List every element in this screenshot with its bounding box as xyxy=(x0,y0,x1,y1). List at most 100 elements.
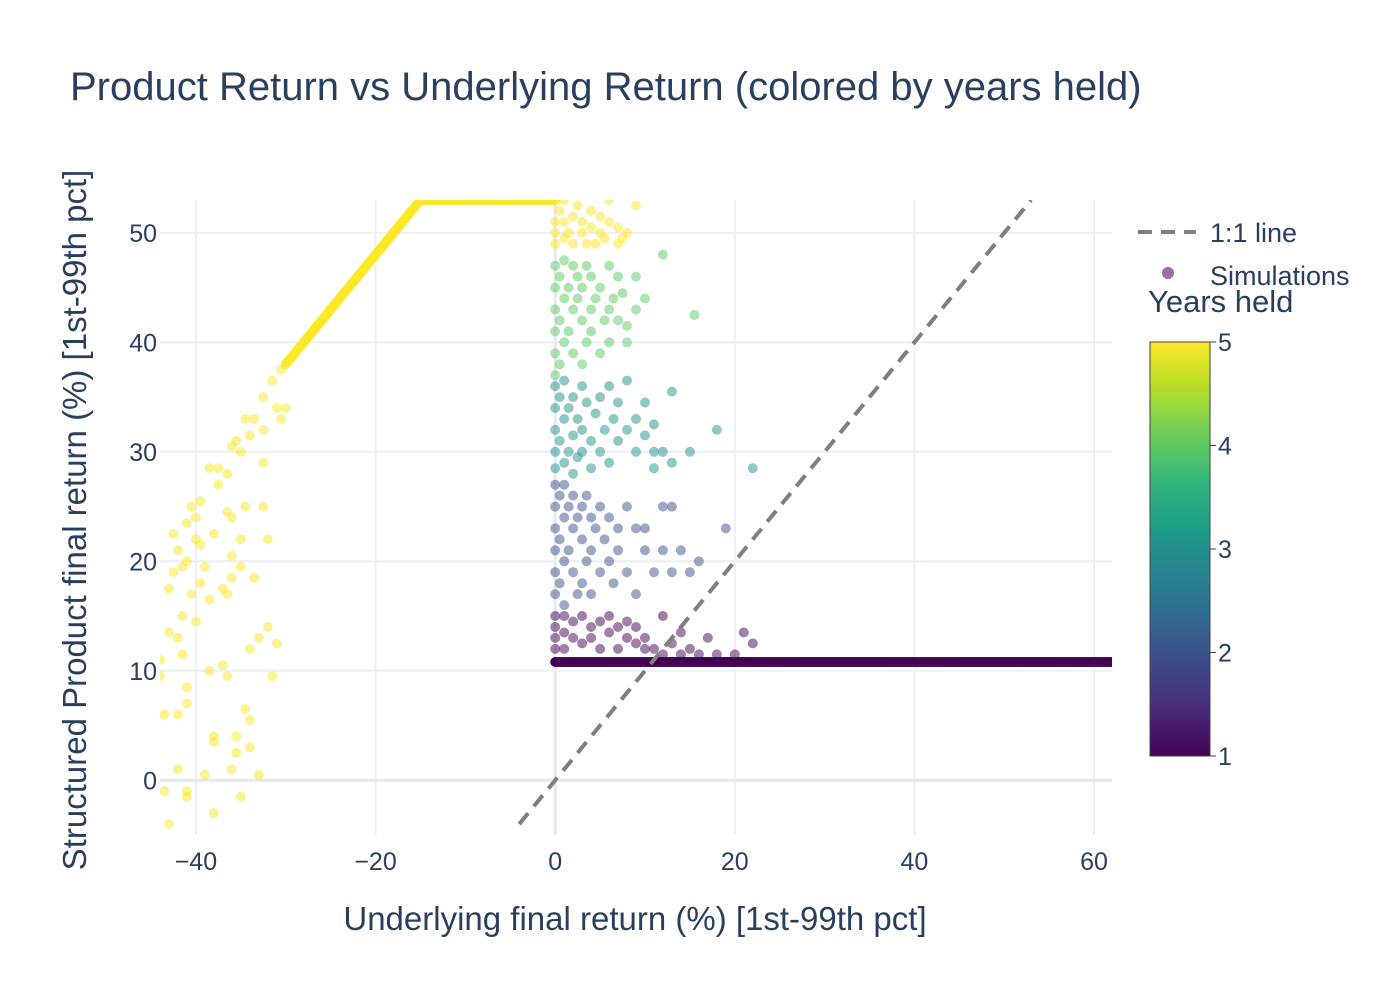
data-point xyxy=(622,424,632,435)
data-point xyxy=(550,567,561,578)
data-point xyxy=(604,260,615,271)
data-point xyxy=(160,709,170,720)
x-tick-label: −40 xyxy=(175,848,217,876)
data-point xyxy=(160,671,165,682)
data-point xyxy=(581,490,592,501)
data-point xyxy=(599,315,610,326)
data-point xyxy=(226,572,237,583)
data-point xyxy=(550,282,561,293)
data-point xyxy=(550,370,561,381)
data-point xyxy=(599,424,610,435)
data-point xyxy=(631,622,641,632)
x-tick-label: 60 xyxy=(1080,848,1108,876)
data-point xyxy=(550,643,561,654)
y-tick-label: 20 xyxy=(129,548,157,576)
data-point xyxy=(190,512,201,523)
data-point xyxy=(160,654,165,665)
data-point xyxy=(622,616,632,627)
data-point xyxy=(595,392,606,403)
data-point xyxy=(559,375,570,386)
data-point xyxy=(640,643,650,654)
data-point xyxy=(622,320,632,331)
data-point xyxy=(586,205,597,216)
data-point xyxy=(563,446,574,457)
data-point xyxy=(595,282,606,293)
data-point xyxy=(181,698,192,709)
data-point xyxy=(213,479,224,490)
data-point xyxy=(222,671,233,682)
data-point xyxy=(244,742,255,753)
data-point xyxy=(231,731,242,742)
data-point xyxy=(572,271,583,282)
data-point xyxy=(586,326,597,337)
y-tick-label: 50 xyxy=(129,220,157,248)
data-point xyxy=(702,632,713,643)
data-point xyxy=(631,200,641,211)
data-point xyxy=(608,414,619,424)
x-tick-label: −20 xyxy=(354,848,396,876)
data-point xyxy=(595,616,606,627)
data-point xyxy=(253,769,264,780)
data-point xyxy=(581,238,592,249)
data-point xyxy=(550,216,561,227)
data-point xyxy=(572,293,583,304)
data-point xyxy=(249,572,260,583)
data-point xyxy=(235,534,246,545)
data-point xyxy=(550,523,561,534)
data-point xyxy=(568,430,579,441)
data-point xyxy=(244,643,255,654)
data-point xyxy=(604,457,615,468)
data-point xyxy=(258,424,269,435)
data-point xyxy=(613,622,623,632)
data-point xyxy=(550,622,561,632)
data-point xyxy=(590,238,601,249)
data-point xyxy=(577,282,588,293)
data-point xyxy=(213,463,224,474)
data-point xyxy=(622,567,632,578)
data-point xyxy=(258,392,269,403)
data-point xyxy=(177,649,188,660)
data-point xyxy=(613,435,623,446)
data-point xyxy=(577,315,588,326)
data-point xyxy=(613,271,623,282)
data-point xyxy=(604,337,615,348)
x-tick-label: 40 xyxy=(901,848,929,876)
data-point xyxy=(738,627,749,638)
scatter-points xyxy=(160,200,1112,830)
data-point xyxy=(613,545,623,556)
data-point xyxy=(581,556,592,567)
data-point xyxy=(577,216,588,227)
data-point xyxy=(568,490,579,501)
data-point xyxy=(604,381,615,392)
data-point xyxy=(640,523,650,534)
data-point xyxy=(244,715,255,725)
data-point xyxy=(181,682,192,693)
data-point xyxy=(586,632,597,643)
data-point xyxy=(640,430,650,441)
data-point xyxy=(586,545,597,556)
legend[interactable]: 1:1 line Simulations xyxy=(1138,218,1350,291)
x-tick-label: 0 xyxy=(548,848,562,876)
data-point xyxy=(747,638,758,649)
x-tick-label: 20 xyxy=(721,848,749,876)
data-point xyxy=(568,632,579,643)
data-point xyxy=(617,288,628,299)
data-point xyxy=(559,627,570,638)
data-point xyxy=(581,260,592,271)
data-point xyxy=(563,501,574,512)
legend-label-line: 1:1 line xyxy=(1210,218,1297,248)
data-point xyxy=(568,260,579,271)
reference-line-group xyxy=(517,200,1033,826)
data-point xyxy=(1105,657,1112,667)
data-point xyxy=(280,403,291,413)
data-point xyxy=(559,216,570,227)
y-tick-label: 30 xyxy=(129,439,157,467)
data-point xyxy=(577,638,588,649)
data-point xyxy=(258,457,269,468)
data-point xyxy=(586,222,597,233)
data-point xyxy=(657,501,668,512)
data-point xyxy=(640,632,650,643)
data-point xyxy=(563,326,574,337)
data-point xyxy=(604,627,615,638)
